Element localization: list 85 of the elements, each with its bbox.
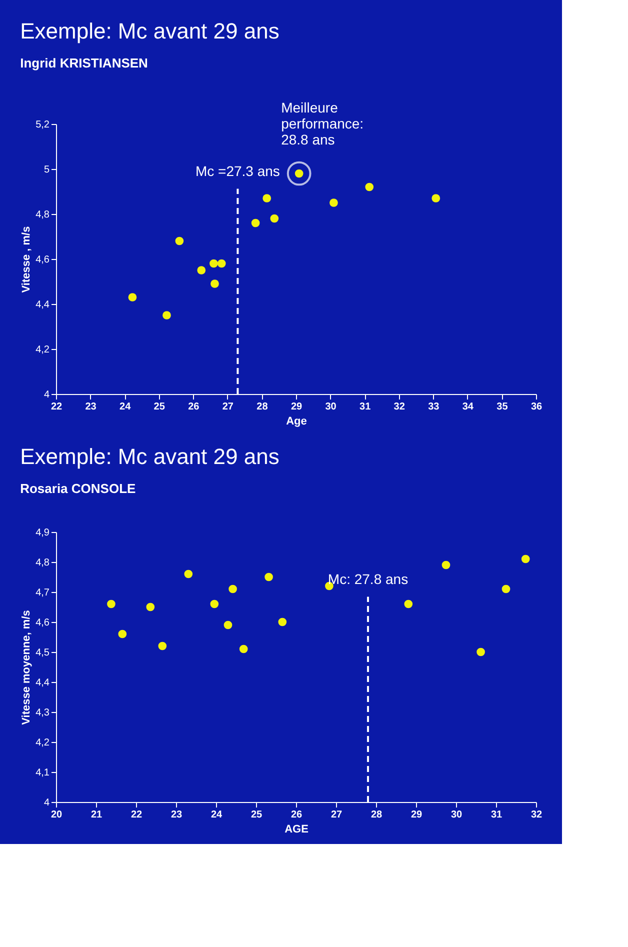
y-tick-label: 4,6 (36, 618, 50, 628)
x-tick-label: 23 (85, 402, 97, 412)
x-tick-label: 27 (222, 402, 234, 412)
y-tick-label: 4,3 (36, 708, 50, 718)
point (158, 642, 167, 650)
chart-title: Exemple: Mc avant 29 ans (20, 444, 280, 469)
point (264, 572, 273, 582)
point (270, 214, 279, 223)
point (432, 194, 440, 202)
x-tick-label: 32 (394, 402, 406, 412)
y-tick-label: 5,2 (36, 120, 50, 130)
point (162, 311, 171, 320)
ref-line-label: Mc =27.3 ans (195, 162, 280, 179)
x-tick-label: 25 (154, 402, 166, 412)
y-axis-title: Vitesse , m/s (20, 226, 33, 293)
x-tick-label: 22 (130, 810, 142, 820)
y-tick-label: 4,9 (36, 528, 50, 538)
x-tick-label: 20 (50, 810, 62, 820)
point (146, 602, 155, 612)
x-tick-label: 30 (450, 810, 462, 820)
x-tick-label: 31 (360, 402, 372, 412)
y-tick-label: 4,2 (36, 738, 50, 748)
point (502, 584, 510, 594)
y-tick-label: 4,2 (36, 344, 50, 356)
point (224, 620, 232, 630)
point (442, 560, 450, 570)
point (330, 198, 338, 207)
point (262, 194, 272, 202)
y-tick-label: 4,4 (36, 300, 50, 310)
point (521, 554, 530, 564)
point (107, 600, 116, 608)
x-axis-title: Age (286, 416, 307, 428)
ref-line-label: Mc: 27.8 ans (328, 570, 408, 587)
point (476, 648, 485, 656)
point (404, 600, 413, 608)
point (175, 236, 184, 246)
x-tick-label: 35 (496, 402, 508, 412)
y-tick-label: 4,8 (36, 210, 50, 220)
y-tick-label: 4,1 (36, 768, 50, 778)
chart-subtitle: Ingrid KRISTIANSEN (20, 56, 148, 70)
y-tick-label: 4 (44, 390, 50, 400)
x-tick-label: 24 (210, 810, 222, 820)
y-axis-title: Vitesse moyenne, m/s (20, 610, 33, 725)
annotation: Meilleure performance: 28.8 ans (281, 100, 364, 148)
x-tick-label: 25 (250, 810, 262, 820)
point (278, 618, 287, 626)
y-tick-label: 4,5 (36, 648, 50, 658)
y-tick-label: 4,4 (36, 678, 50, 688)
x-tick-label: 29 (410, 810, 422, 820)
point (210, 280, 219, 288)
x-axis-title: AGE (284, 824, 308, 836)
x-tick-label: 23 (170, 810, 182, 820)
y-tick-label: 4 (44, 798, 50, 808)
chart-subtitle: Rosaria CONSOLE (20, 481, 136, 496)
x-tick-label: 29 (290, 402, 302, 412)
x-tick-label: 21 (90, 810, 102, 820)
point (239, 644, 248, 654)
y-tick-label: 4,6 (36, 254, 50, 266)
point (128, 293, 137, 302)
x-tick-label: 30 (325, 402, 337, 412)
point (228, 584, 237, 594)
x-tick-label: 27 (330, 810, 342, 820)
point (197, 266, 206, 274)
point (210, 600, 219, 608)
y-tick-label: 4,7 (36, 588, 50, 598)
x-tick-label: 36 (530, 402, 542, 412)
x-tick-label: 31 (490, 810, 502, 820)
x-tick-label: 28 (370, 810, 382, 820)
x-tick-label: 34 (462, 402, 474, 412)
x-tick-label: 24 (120, 402, 132, 412)
point (184, 570, 193, 578)
point (251, 218, 260, 228)
point (118, 630, 127, 638)
x-tick-label: 26 (290, 810, 302, 820)
y-tick-label: 5 (44, 164, 50, 176)
x-tick-label: 33 (428, 402, 440, 412)
point (210, 259, 218, 268)
x-tick-label: 28 (256, 402, 268, 412)
x-tick-label: 22 (50, 402, 62, 412)
point (217, 259, 226, 268)
y-tick-label: 4,8 (36, 558, 50, 568)
chart-title: Exemple: Mc avant 29 ans (20, 18, 280, 44)
point (365, 182, 374, 192)
x-tick-label: 32 (530, 810, 542, 820)
x-tick-label: 26 (188, 402, 200, 412)
